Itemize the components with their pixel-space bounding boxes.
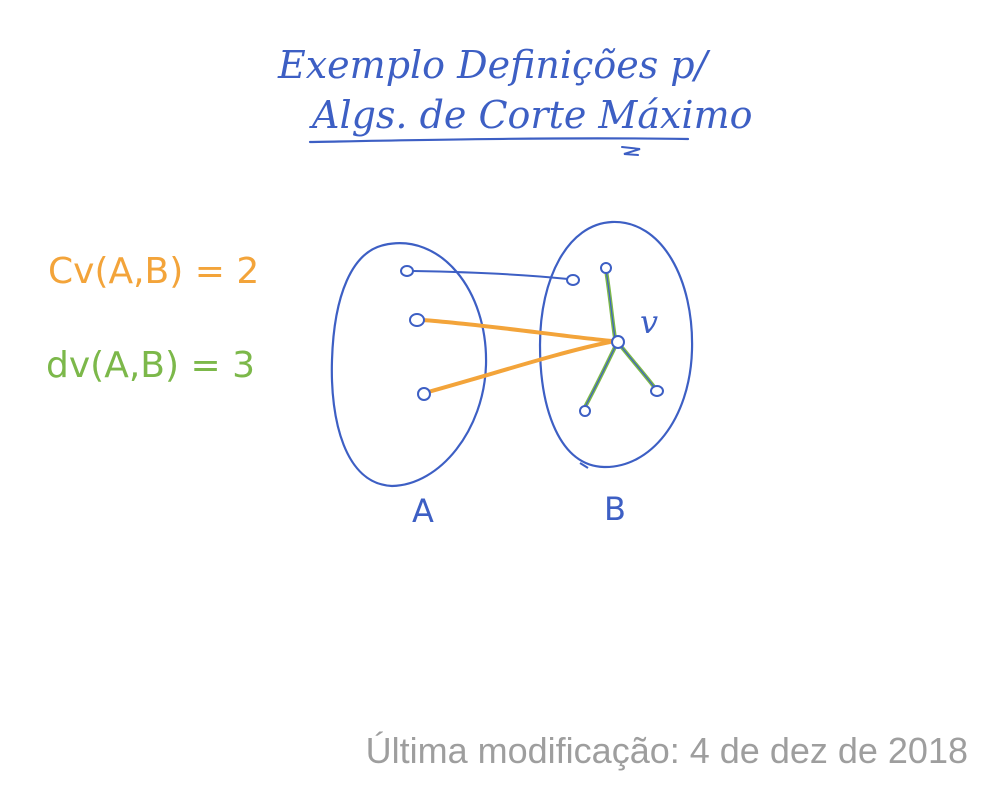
set-a-ellipse <box>330 242 488 488</box>
set-b-overlap-mark <box>579 462 589 469</box>
degree-formula: dv(A,B) = 3 <box>46 345 255 386</box>
set-b-label: B <box>604 490 626 528</box>
cut-edge-a3-v <box>426 340 612 394</box>
set-a-label: A <box>412 492 434 530</box>
title-line-2: Algs. de Corte Máximo <box>309 93 753 137</box>
edge-a1-b1 <box>412 270 569 280</box>
vertex-b-top <box>600 262 612 274</box>
vertex-b-right <box>650 385 664 397</box>
degree-edge-v-b-right-outline <box>619 344 656 389</box>
vertex-b1 <box>566 274 580 286</box>
vertex-b-left <box>579 405 591 417</box>
last-modified-text: Última modificação: 4 de dez de 2018 <box>365 730 968 771</box>
vertex-v <box>611 335 625 349</box>
vertex-a3 <box>417 387 431 401</box>
title-underline <box>308 137 690 144</box>
set-b-ellipse <box>538 220 694 469</box>
title: Exemplo Definições p/ Algs. de Corte Máx… <box>277 43 753 156</box>
title-underline-mark <box>621 146 641 156</box>
vertex-a1 <box>400 265 414 277</box>
vertex-v-label: v <box>640 303 658 341</box>
cut-edge-a2-v <box>420 318 614 343</box>
cut-formula: Cv(A,B) = 2 <box>48 251 259 292</box>
vertex-a2 <box>409 313 425 327</box>
title-line-1: Exemplo Definições p/ <box>277 43 711 87</box>
degree-edge-v-b-top-outline <box>605 269 616 339</box>
degree-edge-v-b-left-outline <box>584 344 617 408</box>
